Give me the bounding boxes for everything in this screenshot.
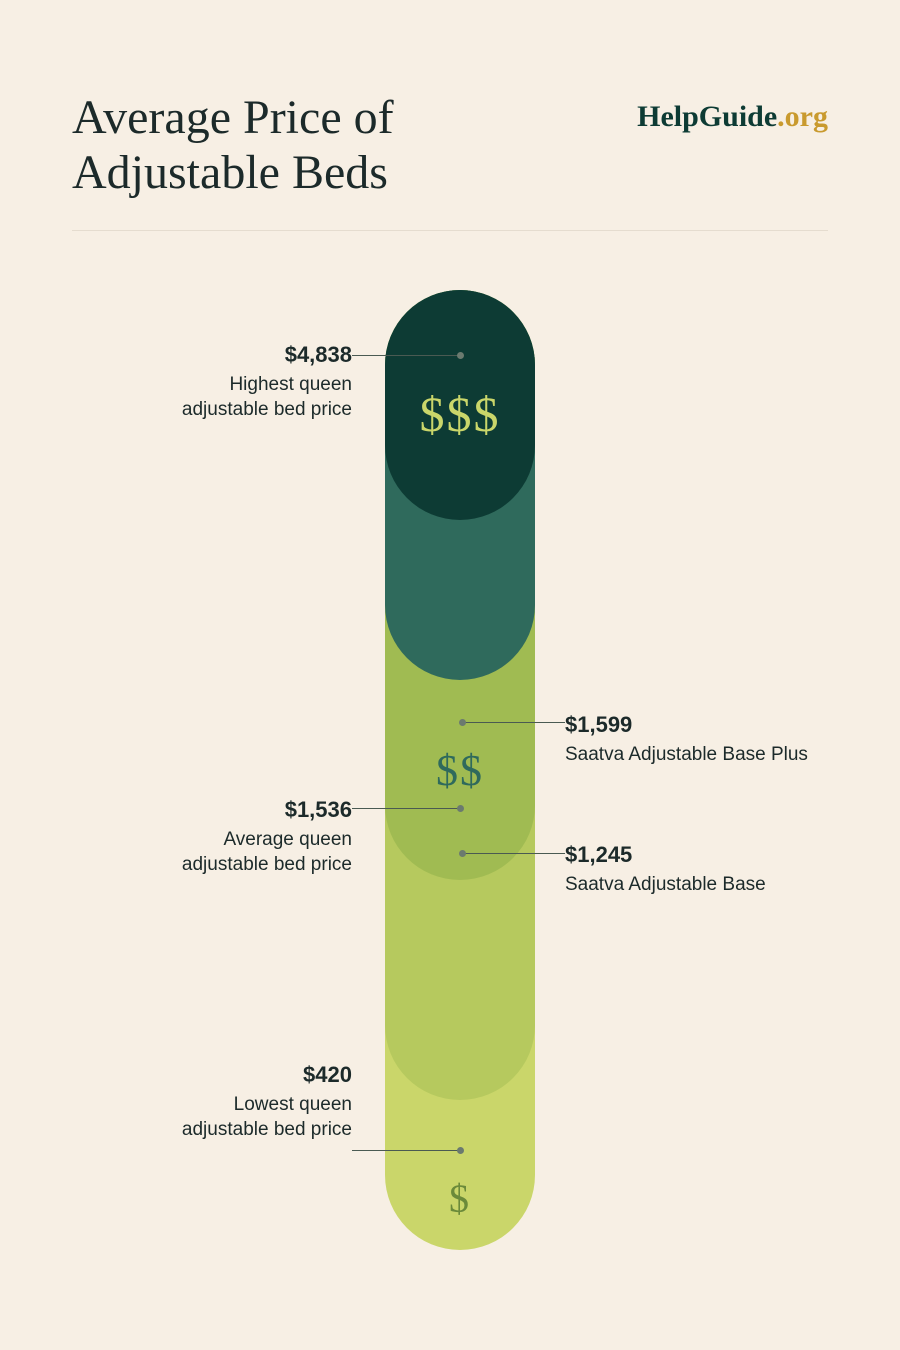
logo-suffix: .org	[777, 100, 828, 133]
callout-saatva-plus: $1,599Saatva Adjustable Base Plus	[565, 710, 865, 767]
logo-main: HelpGuide	[637, 100, 777, 133]
title-line2: Adjustable Beds	[72, 146, 388, 199]
title-line1: Average Price of	[72, 91, 394, 144]
callout-saatva-base-leader	[462, 853, 565, 854]
dollar-low: $	[385, 1175, 535, 1222]
callout-lowest-price: $420	[92, 1060, 352, 1090]
dollar-mid: $$	[385, 745, 535, 796]
callout-saatva-base-desc: Saatva Adjustable Base	[565, 872, 865, 898]
callout-average-dot	[457, 805, 464, 812]
infographic-page: Average Price of Adjustable Beds HelpGui…	[0, 0, 900, 1350]
callout-highest-dot	[457, 352, 464, 359]
callout-lowest-leader	[352, 1150, 460, 1151]
callout-saatva-plus-desc: Saatva Adjustable Base Plus	[565, 742, 865, 768]
callout-highest-desc: Highest queen adjustable bed price	[92, 372, 352, 423]
callout-highest: $4,838Highest queen adjustable bed price	[92, 340, 352, 423]
callout-lowest: $420Lowest queen adjustable bed price	[92, 1060, 352, 1143]
callout-average-desc: Average queen adjustable bed price	[92, 827, 352, 878]
callout-saatva-base-price: $1,245	[565, 840, 865, 870]
callout-highest-price: $4,838	[92, 340, 352, 370]
callout-saatva-plus-leader	[462, 722, 565, 723]
header-divider	[72, 230, 828, 231]
callout-saatva-base-dot	[459, 850, 466, 857]
callout-average: $1,536Average queen adjustable bed price	[92, 795, 352, 878]
callout-average-leader	[352, 808, 460, 809]
page-title: Average Price of Adjustable Beds	[72, 90, 394, 200]
callout-saatva-base: $1,245Saatva Adjustable Base	[565, 840, 865, 897]
callout-saatva-plus-price: $1,599	[565, 710, 865, 740]
callout-lowest-desc: Lowest queen adjustable bed price	[92, 1092, 352, 1143]
callout-highest-leader	[352, 355, 460, 356]
price-pill: $$$$$$	[385, 290, 535, 1250]
logo: HelpGuide.org	[637, 100, 828, 134]
callout-saatva-plus-dot	[459, 719, 466, 726]
callout-lowest-dot	[457, 1147, 464, 1154]
callout-average-price: $1,536	[92, 795, 352, 825]
dollar-high: $$$	[385, 385, 535, 443]
